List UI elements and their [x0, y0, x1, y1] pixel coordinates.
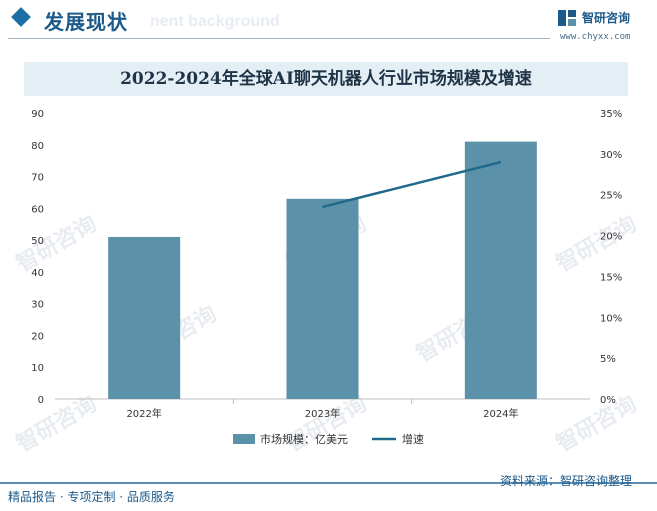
watermark-text: 智研咨询 — [12, 391, 101, 458]
y-left-tick-label: 10 — [31, 363, 44, 374]
y-left-tick-label: 40 — [31, 268, 44, 279]
header-divider — [8, 38, 550, 39]
watermark-text: 智研咨询 — [552, 211, 641, 278]
y-right-tick-label: 15% — [600, 272, 622, 283]
y-right-tick-label: 10% — [600, 313, 622, 324]
footer-tagline: 精品报告 · 专项定制 · 品质服务 — [8, 490, 175, 504]
legend-label-market-size: 市场规模：亿美元 — [260, 432, 348, 446]
diamond-icon — [11, 7, 31, 27]
watermark-text: 智研咨询 — [552, 391, 641, 458]
x-tick-label: 2022年 — [126, 407, 161, 420]
y-left-tick-label: 80 — [31, 141, 44, 152]
y-right-tick-label: 25% — [600, 191, 622, 202]
chart-title-bar: 2022-2024年全球AI聊天机器人行业市场规模及增速 — [24, 62, 628, 96]
y-right-tick-label: 20% — [600, 232, 622, 243]
watermark-text: 智研咨询 — [12, 211, 101, 278]
y-left-tick-label: 50 — [31, 236, 44, 247]
bar-3 — [464, 141, 537, 399]
y-right-tick-label: 5% — [600, 354, 616, 365]
growth-rate-line — [322, 160, 502, 209]
y-left-tick-label: 20 — [31, 331, 44, 342]
header-ghost-text: nent background — [150, 13, 280, 30]
legend-swatch-bar — [233, 434, 255, 444]
y-left-tick-label: 70 — [31, 173, 44, 184]
chart-title: 2022-2024年全球AI聊天机器人行业市场规模及增速 — [120, 69, 532, 89]
y-right-tick-label: 30% — [600, 150, 622, 161]
x-tick-label: 2024年 — [483, 407, 518, 420]
brand-url: www.chyxx.com — [560, 32, 631, 42]
y-left-tick-label: 0 — [38, 395, 44, 406]
x-tick-label: 2023年 — [305, 407, 340, 420]
watermark-text: 智研咨询 — [282, 391, 371, 458]
bar-1 — [108, 236, 181, 399]
footer-divider — [0, 482, 657, 484]
bar-2 — [286, 198, 359, 399]
y-left-tick-label: 60 — [31, 204, 44, 215]
legend-label-growth: 增速 — [402, 432, 424, 446]
source-note: 资料来源：智研咨询整理 — [500, 474, 633, 488]
section-title: 发展现状 — [44, 10, 128, 34]
y-left-tick-label: 90 — [31, 109, 44, 120]
brand-name: 智研咨询 — [582, 11, 631, 25]
page-header: 发展现状 nent background 智研咨询 www.chyxx.com — [0, 0, 657, 44]
chart: 智研咨询智研咨询智研咨询智研咨询智研咨询智研咨询智研咨询智研咨询01020304… — [12, 109, 641, 458]
y-left-tick-label: 30 — [31, 300, 44, 311]
brand-logo-icon — [558, 10, 576, 26]
y-right-tick-label: 35% — [600, 109, 622, 120]
y-right-tick-label: 0% — [600, 395, 616, 406]
